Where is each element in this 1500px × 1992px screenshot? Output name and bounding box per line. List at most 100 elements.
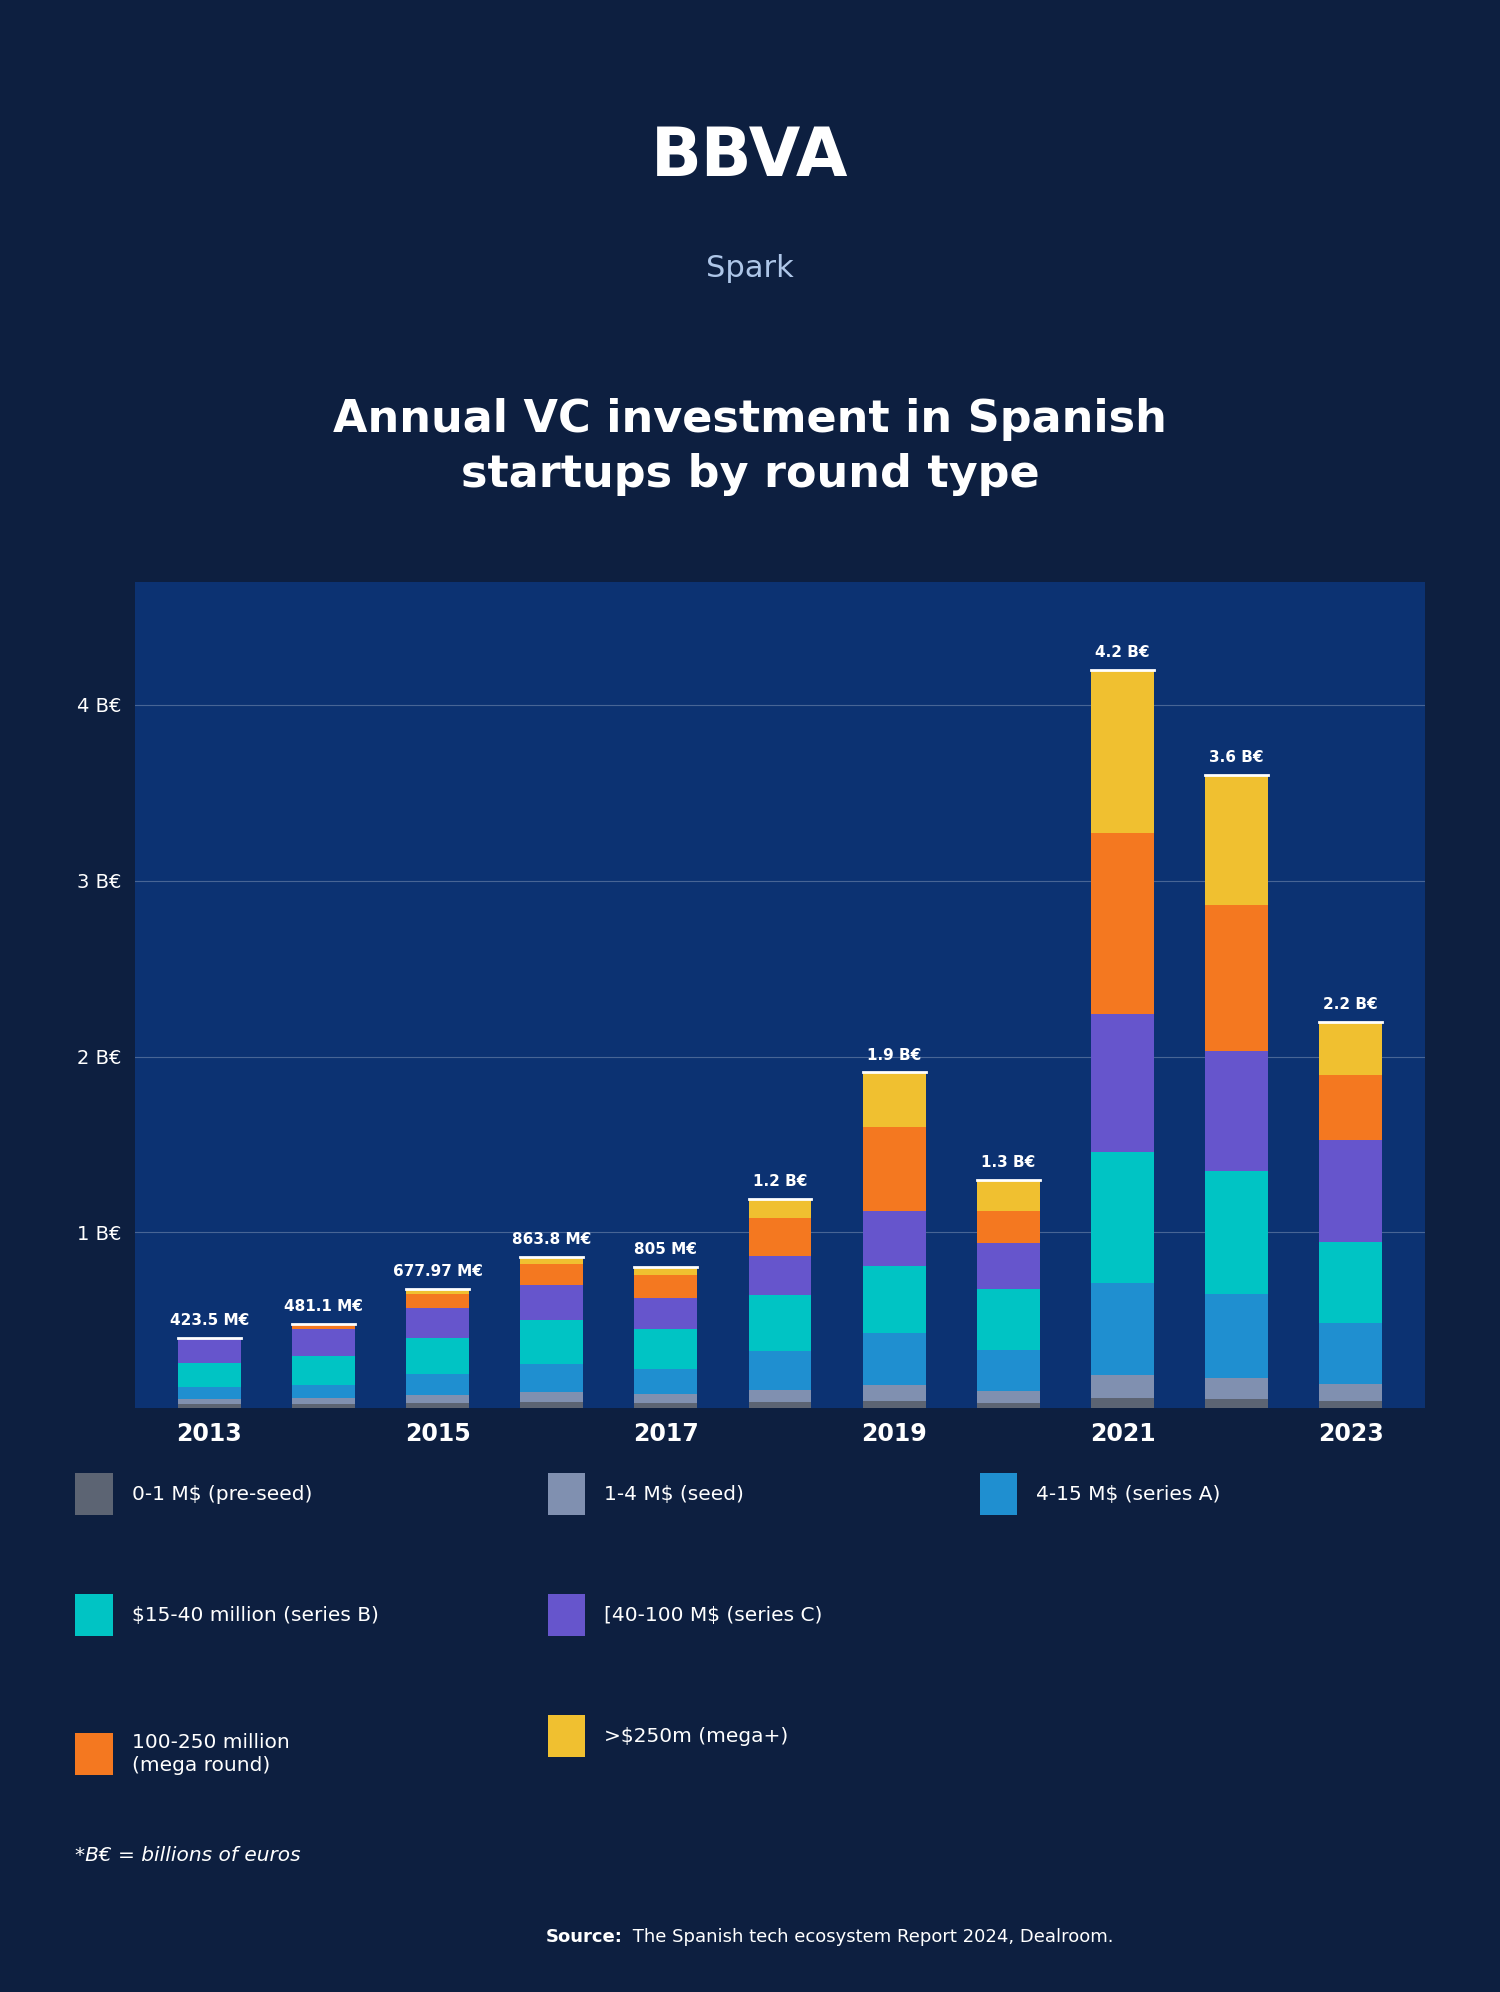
Bar (862, 1265, 926, 1333)
Bar (1090, 1398, 1154, 1408)
Bar (178, 1363, 240, 1386)
Text: *B€ = billions of euros: *B€ = billions of euros (75, 1845, 300, 1865)
Bar (1090, 1151, 1154, 1283)
Bar (1204, 1398, 1268, 1408)
Bar (862, 1400, 926, 1408)
Bar (748, 1402, 812, 1408)
Bar (1090, 1283, 1154, 1374)
Bar (862, 1211, 926, 1265)
Text: 100-250 million
(mega round): 100-250 million (mega round) (132, 1733, 290, 1775)
Text: Spark: Spark (706, 253, 794, 283)
Bar (178, 1339, 240, 1363)
Bar (1320, 1022, 1382, 1074)
FancyBboxPatch shape (980, 1472, 1017, 1516)
Text: 1.9 B€: 1.9 B€ (867, 1048, 921, 1062)
Bar (634, 1267, 698, 1275)
Bar (406, 1289, 470, 1295)
Bar (406, 1394, 470, 1404)
Text: 3.6 B€: 3.6 B€ (1209, 751, 1264, 765)
Bar (1090, 669, 1154, 833)
Bar (976, 1351, 1040, 1390)
Bar (520, 1285, 584, 1321)
Bar (862, 1333, 926, 1386)
Bar (520, 1392, 584, 1402)
Bar (862, 1386, 926, 1400)
Text: 677.97 M€: 677.97 M€ (393, 1265, 483, 1279)
Bar (862, 1072, 926, 1127)
Bar (634, 1329, 698, 1369)
Bar (748, 1351, 812, 1390)
Bar (634, 1394, 698, 1404)
Text: 4-15 M$ (series A): 4-15 M$ (series A) (1036, 1484, 1221, 1504)
Bar (406, 1309, 470, 1339)
Bar (976, 1402, 1040, 1408)
Bar (634, 1404, 698, 1408)
Bar (748, 1390, 812, 1402)
Text: BBVA: BBVA (651, 124, 849, 189)
Bar (406, 1295, 470, 1309)
Bar (1204, 1378, 1268, 1398)
Bar (406, 1339, 470, 1374)
Bar (1320, 1074, 1382, 1139)
Text: >$250m (mega+): >$250m (mega+) (604, 1727, 789, 1745)
Text: 2.2 B€: 2.2 B€ (1323, 998, 1378, 1012)
Text: 4.2 B€: 4.2 B€ (1095, 645, 1149, 659)
Bar (520, 1257, 584, 1265)
Bar (178, 1386, 240, 1398)
FancyBboxPatch shape (75, 1594, 112, 1635)
Bar (1204, 1295, 1268, 1378)
Bar (748, 1199, 812, 1217)
Bar (748, 1217, 812, 1257)
Text: 0-1 M$ (pre-seed): 0-1 M$ (pre-seed) (132, 1484, 312, 1504)
Bar (1090, 1374, 1154, 1398)
Bar (292, 1357, 356, 1384)
Bar (1090, 1014, 1154, 1151)
Bar (520, 1321, 584, 1365)
FancyBboxPatch shape (75, 1472, 112, 1516)
Bar (976, 1289, 1040, 1351)
Text: 423.5 M€: 423.5 M€ (170, 1313, 249, 1329)
Bar (520, 1365, 584, 1392)
Bar (178, 1404, 240, 1408)
Text: The Spanish tech ecosystem Report 2024, Dealroom.: The Spanish tech ecosystem Report 2024, … (627, 1928, 1113, 1946)
Bar (862, 1127, 926, 1211)
Bar (1320, 1241, 1382, 1323)
Bar (520, 1402, 584, 1408)
Bar (748, 1295, 812, 1351)
Bar (178, 1398, 240, 1404)
Text: [40-100 M$ (series C): [40-100 M$ (series C) (604, 1606, 822, 1625)
Bar (976, 1243, 1040, 1289)
Bar (976, 1179, 1040, 1211)
Text: Source:: Source: (546, 1928, 622, 1946)
Text: 805 M€: 805 M€ (634, 1241, 698, 1257)
Bar (1204, 1171, 1268, 1295)
Text: 1.2 B€: 1.2 B€ (753, 1175, 807, 1189)
Bar (748, 1257, 812, 1295)
Bar (1204, 904, 1268, 1052)
Bar (976, 1211, 1040, 1243)
Text: 863.8 M€: 863.8 M€ (512, 1233, 591, 1247)
Bar (292, 1329, 356, 1357)
Bar (1204, 1052, 1268, 1171)
Bar (520, 1265, 584, 1285)
Bar (292, 1398, 356, 1404)
Bar (1090, 833, 1154, 1014)
FancyBboxPatch shape (548, 1715, 585, 1757)
Bar (292, 1384, 356, 1398)
FancyBboxPatch shape (548, 1472, 585, 1516)
Bar (634, 1369, 698, 1394)
Bar (406, 1404, 470, 1408)
Bar (634, 1275, 698, 1299)
Text: 481.1 M€: 481.1 M€ (284, 1299, 363, 1315)
Bar (1204, 775, 1268, 904)
Bar (406, 1374, 470, 1394)
Bar (976, 1390, 1040, 1402)
Bar (1320, 1384, 1382, 1400)
Bar (292, 1404, 356, 1408)
Bar (1320, 1323, 1382, 1384)
Bar (292, 1325, 356, 1329)
Bar (634, 1299, 698, 1329)
Text: $15-40 million (series B): $15-40 million (series B) (132, 1606, 378, 1625)
Bar (1320, 1400, 1382, 1408)
FancyBboxPatch shape (75, 1733, 112, 1775)
